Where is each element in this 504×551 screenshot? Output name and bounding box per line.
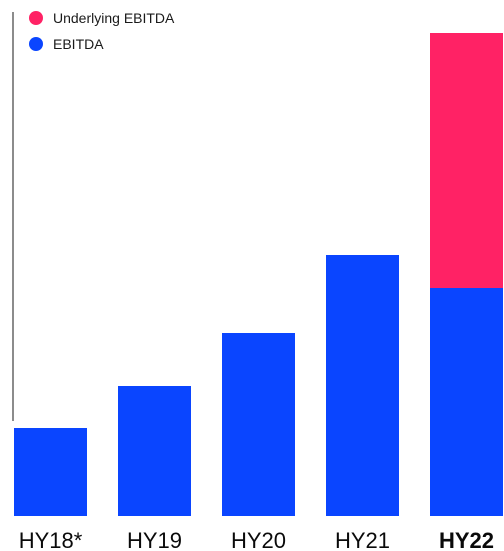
legend-marker-underlying-ebitda xyxy=(29,11,43,25)
x-tick-label: HY21 xyxy=(335,528,390,551)
bar-ebitda-hy20 xyxy=(222,333,295,516)
bar-underlying-ebitda-hy22 xyxy=(430,33,503,288)
bar-ebitda-hy21 xyxy=(326,255,399,516)
legend-marker-ebitda xyxy=(29,37,43,51)
bar-ebitda-hy18 xyxy=(14,428,87,516)
legend-label-underlying-ebitda: Underlying EBITDA xyxy=(53,10,175,26)
x-tick-label: HY18* xyxy=(19,528,83,551)
x-tick-labels: HY18* HY19 HY20 HY21 HY22 xyxy=(19,528,494,551)
legend-label-ebitda: EBITDA xyxy=(53,36,104,52)
legend: Underlying EBITDA EBITDA xyxy=(29,10,175,52)
x-tick-label: HY20 xyxy=(231,528,286,551)
x-tick-label: HY19 xyxy=(127,528,182,551)
bar-ebitda-hy19 xyxy=(118,386,191,516)
bar-ebitda-hy22 xyxy=(430,288,503,516)
x-tick-label: HY22 xyxy=(439,528,494,551)
bars-group xyxy=(14,33,503,516)
